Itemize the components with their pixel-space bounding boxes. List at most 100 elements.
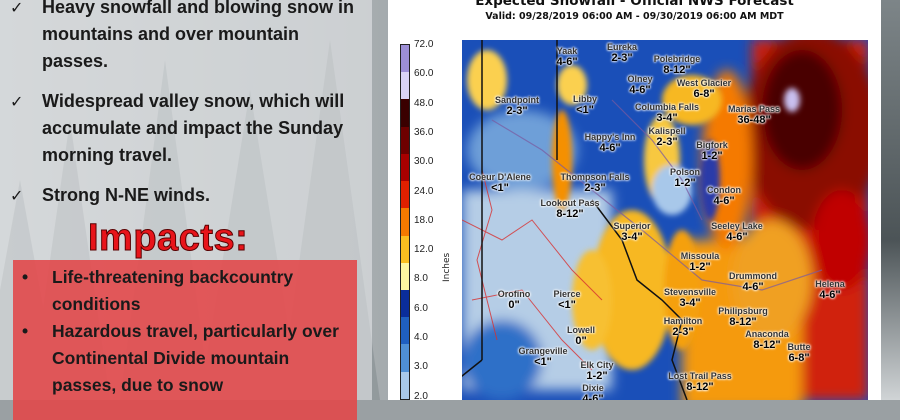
snow-amount: 3-4" bbox=[621, 231, 643, 243]
location-label: Yaak 4-6" bbox=[556, 46, 577, 68]
snow-amount: 4-6" bbox=[713, 195, 735, 207]
location-name: Butte bbox=[787, 342, 811, 352]
location-name: Bigfork bbox=[696, 140, 728, 150]
colorbar-tick-label: 18.0 bbox=[414, 214, 434, 226]
location-name: Drummond bbox=[729, 271, 777, 281]
bullet-icon: • bbox=[22, 267, 29, 287]
location-label: Helena 4-6" bbox=[815, 279, 845, 301]
location-name: Lowell bbox=[566, 325, 596, 335]
colorbar-tick-label: 24.0 bbox=[414, 185, 434, 197]
location-label: Lowell 0" bbox=[567, 325, 595, 347]
location-name: Lost Trail Pass bbox=[668, 371, 732, 381]
snowfall-shading bbox=[462, 40, 868, 400]
snow-amount: 2-3" bbox=[656, 136, 678, 148]
snow-amount: 4-6" bbox=[556, 56, 578, 68]
location-name: Polebridge bbox=[653, 54, 701, 64]
location-name: Columbia Falls bbox=[634, 102, 700, 112]
location-label: Marias Pass 36-48" bbox=[728, 104, 780, 126]
impacts-heading: Impacts: bbox=[88, 217, 249, 260]
snow-amount: 8-12" bbox=[729, 316, 757, 328]
colorbar-tick-label: 12.0 bbox=[414, 244, 434, 256]
snow-amount: 8-12" bbox=[663, 64, 691, 76]
colorbar-segment bbox=[401, 317, 409, 345]
location-name: Yaak bbox=[556, 46, 578, 56]
location-label: Bigfork 1-2" bbox=[696, 140, 728, 162]
snow-amount: 4-6" bbox=[582, 393, 604, 400]
colorbar-tick-label: 30.0 bbox=[414, 156, 434, 168]
location-name: Hamilton bbox=[663, 316, 703, 326]
location-name: Grangeville bbox=[518, 346, 568, 356]
snow-amount: <1" bbox=[534, 356, 552, 368]
snow-amount: <1" bbox=[491, 182, 509, 194]
colorbar-segment bbox=[401, 153, 409, 182]
location-name: Seeley Lake bbox=[711, 221, 763, 231]
location-name: Marias Pass bbox=[727, 104, 781, 114]
colorbar-tick-label: 6.0 bbox=[414, 302, 428, 314]
snow-amount: 2-3" bbox=[584, 182, 606, 194]
snow-amount: 1-2" bbox=[701, 150, 723, 162]
location-label: Pierce <1" bbox=[553, 289, 580, 311]
location-name: Condon bbox=[707, 185, 741, 195]
location-label: Grangeville <1" bbox=[518, 346, 567, 368]
hazard-item: ✓ Heavy snowfall and blowing snow in mou… bbox=[10, 0, 365, 75]
location-label: Hamilton 2-3" bbox=[664, 316, 703, 338]
location-label: Dixie 4-6" bbox=[582, 383, 604, 400]
location-label: Olney 4-6" bbox=[627, 74, 652, 96]
location-label: Philipsburg 8-12" bbox=[718, 306, 768, 328]
colorbar-segment bbox=[401, 45, 409, 73]
location-name: Olney bbox=[627, 74, 653, 84]
location-name: West Glacier bbox=[676, 78, 732, 88]
location-label: Stevensville 3-4" bbox=[664, 287, 716, 309]
map-valid-time: Valid: 09/28/2019 06:00 AM - 09/30/2019 … bbox=[485, 11, 784, 22]
checkmark-icon: ✓ bbox=[10, 92, 24, 111]
location-name: Libby bbox=[573, 94, 597, 104]
snow-amount: 1-2" bbox=[674, 177, 696, 189]
snow-amount: 6-8" bbox=[788, 352, 810, 364]
impact-item: • Life-threatening backcountry condition… bbox=[22, 264, 349, 318]
snow-amount: 3-4" bbox=[656, 112, 678, 124]
snow-amount: 4-6" bbox=[819, 289, 841, 301]
location-label: Lookout Pass 8-12" bbox=[540, 198, 599, 220]
colorbar-tick-label: 48.0 bbox=[414, 97, 434, 109]
colorbar-segment bbox=[401, 126, 409, 154]
colorbar-segment bbox=[401, 344, 409, 372]
location-label: Libby <1" bbox=[573, 94, 597, 116]
snow-amount: 6-8" bbox=[693, 88, 715, 100]
snow-amount: 1-2" bbox=[689, 261, 711, 273]
location-label: Polson 1-2" bbox=[670, 167, 700, 189]
snow-amount: <1" bbox=[576, 104, 594, 116]
location-label: Sandpoint 2-3" bbox=[495, 95, 539, 117]
location-label: Condon 4-6" bbox=[707, 185, 741, 207]
snowfall-map: Yaak 4-6" Eureka 2-3" Polebridge 8-12" Olney 4-… bbox=[462, 40, 868, 400]
location-name: Happy's Inn bbox=[584, 132, 636, 142]
colorbar-segment bbox=[401, 208, 409, 236]
location-label: Kalispell 2-3" bbox=[648, 126, 685, 148]
location-label: Happy's Inn 4-6" bbox=[585, 132, 636, 154]
map-title: Expected Snowfall - Official NWS Forecas… bbox=[475, 0, 794, 9]
colorbar-segment bbox=[401, 72, 409, 100]
colorbar-segment bbox=[401, 289, 409, 318]
location-label: Thompson Falls 2-3" bbox=[560, 172, 629, 194]
colorbar bbox=[400, 44, 410, 400]
snow-amount: 2-3" bbox=[672, 326, 694, 338]
colorbar-tick-label: 8.0 bbox=[414, 273, 428, 285]
colorbar-segment bbox=[401, 181, 409, 209]
location-name: Orofino bbox=[497, 289, 531, 299]
hazard-item: ✓ Widespread valley snow, which will acc… bbox=[10, 88, 365, 169]
colorbar-tick-label: 2.0 bbox=[414, 390, 428, 402]
bullet-icon: • bbox=[22, 321, 29, 341]
snow-amount: 8-12" bbox=[556, 208, 584, 220]
location-label: Elk City 1-2" bbox=[580, 360, 613, 382]
location-name: Stevensville bbox=[663, 287, 717, 297]
location-name: Sandpoint bbox=[495, 95, 539, 105]
location-name: Coeur D'Alene bbox=[469, 172, 531, 182]
location-name: Dixie bbox=[582, 383, 604, 393]
location-name: Thompson Falls bbox=[560, 172, 630, 182]
snow-amount: 0" bbox=[508, 299, 520, 311]
location-label: Eureka 2-3" bbox=[607, 42, 637, 64]
colorbar-tick-label: 60.0 bbox=[414, 68, 434, 80]
snow-amount: 4-6" bbox=[599, 142, 621, 154]
location-label: Coeur D'Alene <1" bbox=[469, 172, 531, 194]
snow-amount: 2-3" bbox=[506, 105, 528, 117]
location-name: Polson bbox=[669, 167, 701, 177]
